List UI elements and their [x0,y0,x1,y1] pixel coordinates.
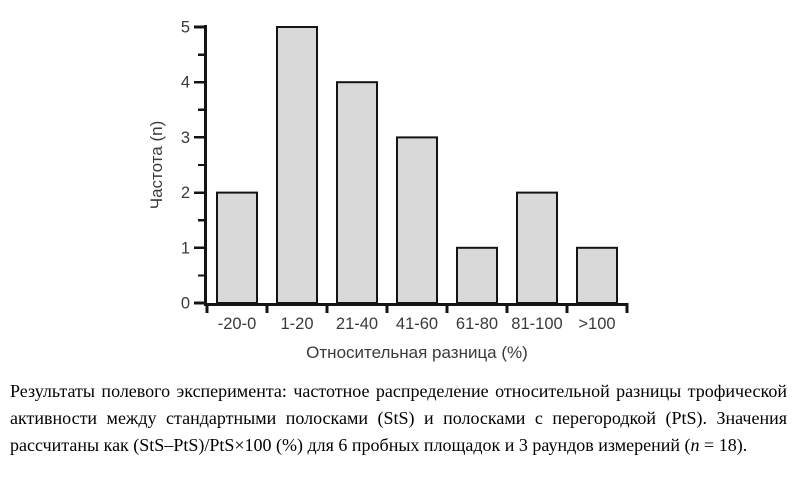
figure-caption: Результаты полевого эксперимента: частот… [10,378,787,459]
x-tick-label: >100 [578,315,615,333]
bar-41-60 [396,136,438,304]
bar-81-100 [516,191,558,305]
y-tick-label: 4 [181,74,190,92]
bar-1-20 [276,26,318,304]
caption-text-end: = 18). [699,435,748,455]
bar-chart: 0 1 2 3 4 5 -20-0 1-20 21-40 41-60 61-80 81-100 >100… [147,19,629,362]
x-tick-label: 1-20 [280,315,313,333]
y-tick-label: 2 [181,184,190,202]
y-tick-label: 3 [181,129,190,147]
caption-n-italic: n [690,435,700,455]
x-tick-label: 81-100 [511,315,562,333]
caption-text-start: Результаты полевого эксперимента: частот… [10,381,787,455]
y-tick-label: 0 [181,295,190,313]
y-axis-title: Частота (n) [147,121,166,210]
bar--20-0 [216,191,258,305]
y-tick-label: 1 [181,239,190,257]
x-tick-label: 21-40 [336,315,378,333]
y-tick-label: 5 [181,19,190,37]
bar->100 [576,246,618,305]
x-tick-label: 41-60 [396,315,438,333]
histogram-figure: 0 1 2 3 4 5 -20-0 1-20 21-40 41-60 61-80 81-100 >100… [147,19,629,362]
x-axis-title: Относительная разница (%) [306,343,528,362]
x-tick-label: -20-0 [218,315,257,333]
bar-61-80 [456,246,498,305]
bar-21-40 [336,81,378,304]
x-tick-label: 61-80 [456,315,498,333]
